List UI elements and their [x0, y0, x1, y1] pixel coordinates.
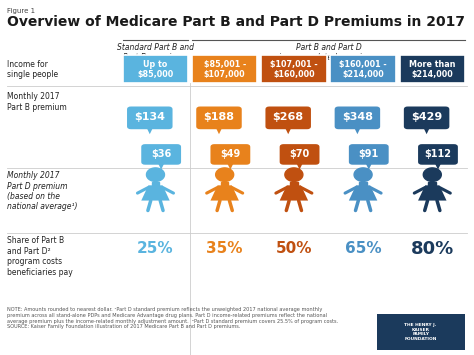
Polygon shape [284, 126, 292, 134]
Polygon shape [354, 126, 361, 134]
Polygon shape [359, 182, 367, 185]
Text: 25%: 25% [137, 241, 174, 256]
FancyBboxPatch shape [377, 314, 465, 350]
FancyBboxPatch shape [330, 55, 396, 83]
Polygon shape [418, 185, 447, 201]
Polygon shape [423, 168, 441, 181]
Text: Monthly 2017
Part D premium
(based on the
national average¹): Monthly 2017 Part D premium (based on th… [7, 171, 78, 211]
Polygon shape [141, 185, 170, 201]
Polygon shape [215, 126, 223, 134]
Polygon shape [423, 126, 430, 134]
FancyBboxPatch shape [335, 106, 380, 129]
Polygon shape [221, 182, 228, 185]
Text: Up to
$85,000: Up to $85,000 [137, 60, 173, 79]
Polygon shape [290, 182, 298, 185]
Polygon shape [216, 168, 234, 181]
Text: More than
$214,000: More than $214,000 [409, 60, 456, 79]
Polygon shape [354, 168, 372, 181]
Polygon shape [152, 182, 159, 185]
Text: Figure 1: Figure 1 [7, 8, 35, 14]
Text: $107,001 -
$160,000: $107,001 - $160,000 [270, 60, 318, 79]
Polygon shape [210, 185, 239, 201]
Polygon shape [146, 168, 164, 181]
Polygon shape [285, 168, 303, 181]
Text: $91: $91 [359, 149, 379, 159]
Text: $188: $188 [203, 112, 235, 122]
Text: $70: $70 [290, 149, 310, 159]
FancyBboxPatch shape [261, 55, 327, 83]
Text: $429: $429 [411, 112, 442, 122]
FancyBboxPatch shape [404, 106, 449, 129]
Text: $36: $36 [151, 149, 171, 159]
FancyBboxPatch shape [141, 144, 181, 165]
Polygon shape [146, 126, 154, 134]
Polygon shape [227, 162, 234, 170]
FancyBboxPatch shape [192, 55, 257, 83]
Text: NOTE: Amounts rounded to nearest dollar. ¹Part D standard premium reflects the u: NOTE: Amounts rounded to nearest dollar.… [7, 307, 338, 329]
Polygon shape [434, 162, 442, 170]
FancyBboxPatch shape [349, 144, 389, 165]
Polygon shape [296, 162, 303, 170]
Text: $112: $112 [425, 149, 451, 159]
Text: Part B and Part D
income-related premiums: Part B and Part D income-related premium… [279, 43, 378, 62]
Polygon shape [157, 162, 165, 170]
FancyBboxPatch shape [196, 106, 242, 129]
Polygon shape [349, 185, 377, 201]
Text: $85,001 -
$107,000: $85,001 - $107,000 [203, 60, 246, 79]
Text: 80%: 80% [410, 240, 454, 257]
Text: Share of Part B
and Part D²
program costs
beneficiaries pay: Share of Part B and Part D² program cost… [7, 236, 73, 277]
FancyBboxPatch shape [265, 106, 311, 129]
Polygon shape [365, 162, 373, 170]
Text: 35%: 35% [206, 241, 243, 256]
Polygon shape [428, 182, 436, 185]
Text: Income for
single people: Income for single people [7, 60, 58, 79]
Text: 50%: 50% [275, 241, 312, 256]
Text: Standard Part B and
Part D premiums: Standard Part B and Part D premiums [117, 43, 194, 62]
FancyBboxPatch shape [123, 55, 188, 83]
Text: $49: $49 [220, 149, 240, 159]
Text: 65%: 65% [345, 241, 382, 256]
FancyBboxPatch shape [280, 144, 319, 165]
Text: $160,001 -
$214,000: $160,001 - $214,000 [339, 60, 387, 79]
Polygon shape [280, 185, 308, 201]
Text: Monthly 2017
Part B premium: Monthly 2017 Part B premium [7, 92, 67, 112]
Text: THE HENRY J.
KAISER
FAMILY
FOUNDATION: THE HENRY J. KAISER FAMILY FOUNDATION [404, 323, 437, 341]
Text: $268: $268 [273, 112, 304, 122]
Text: $134: $134 [134, 112, 165, 122]
Text: Overview of Medicare Part B and Part D Premiums in 2017: Overview of Medicare Part B and Part D P… [7, 15, 465, 29]
FancyBboxPatch shape [400, 55, 465, 83]
FancyBboxPatch shape [210, 144, 250, 165]
FancyBboxPatch shape [418, 144, 458, 165]
FancyBboxPatch shape [127, 106, 173, 129]
Text: $348: $348 [342, 112, 373, 122]
